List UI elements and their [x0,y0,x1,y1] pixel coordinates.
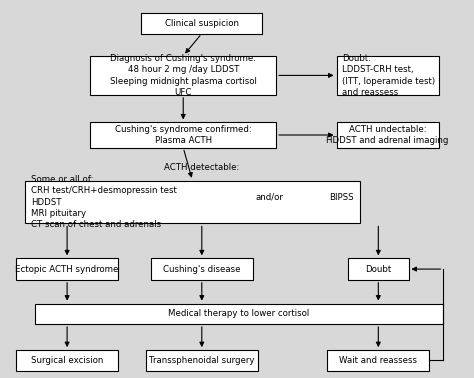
Text: Diagnosis of Cushing's syndrome:
48 hour 2 mg /day LDDST
Sleeping midnight plasm: Diagnosis of Cushing's syndrome: 48 hour… [110,54,256,97]
Text: BIPSS: BIPSS [329,193,354,202]
FancyBboxPatch shape [16,350,118,370]
Text: Wait and reassess: Wait and reassess [339,356,417,365]
FancyBboxPatch shape [25,181,360,223]
Text: Surgical excision: Surgical excision [31,356,103,365]
Text: and/or: and/or [255,193,283,202]
Text: Ectopic ACTH syndrome: Ectopic ACTH syndrome [16,265,119,274]
FancyBboxPatch shape [91,56,276,95]
FancyBboxPatch shape [91,122,276,148]
FancyBboxPatch shape [348,258,409,280]
Text: Some or all of:
CRH test/CRH+desmopressin test
HDDST
MRI pituitary
CT scan of ch: Some or all of: CRH test/CRH+desmopressi… [31,175,177,229]
FancyBboxPatch shape [146,350,257,370]
FancyBboxPatch shape [141,13,262,34]
FancyBboxPatch shape [337,122,439,148]
Text: Cushing's syndrome confirmed:
Plasma ACTH: Cushing's syndrome confirmed: Plasma ACT… [115,125,252,145]
FancyBboxPatch shape [337,56,439,95]
Text: Clinical suspicion: Clinical suspicion [165,19,239,28]
Text: ACTH undectable:
HDDST and adrenal imaging: ACTH undectable: HDDST and adrenal imagi… [327,125,449,145]
FancyBboxPatch shape [327,350,429,370]
Text: Transsphenoidal surgery: Transsphenoidal surgery [149,356,255,365]
Text: Medical therapy to lower cortisol: Medical therapy to lower cortisol [168,309,310,318]
Text: Doubt:
LDDST-CRH test,
(ITT, loperamide test)
and reassess: Doubt: LDDST-CRH test, (ITT, loperamide … [342,54,435,97]
FancyBboxPatch shape [16,258,118,280]
Text: Cushing's disease: Cushing's disease [163,265,241,274]
FancyBboxPatch shape [151,258,253,280]
Text: Doubt: Doubt [365,265,392,274]
Text: ACTH detectable:: ACTH detectable: [164,163,239,172]
FancyBboxPatch shape [35,304,443,324]
